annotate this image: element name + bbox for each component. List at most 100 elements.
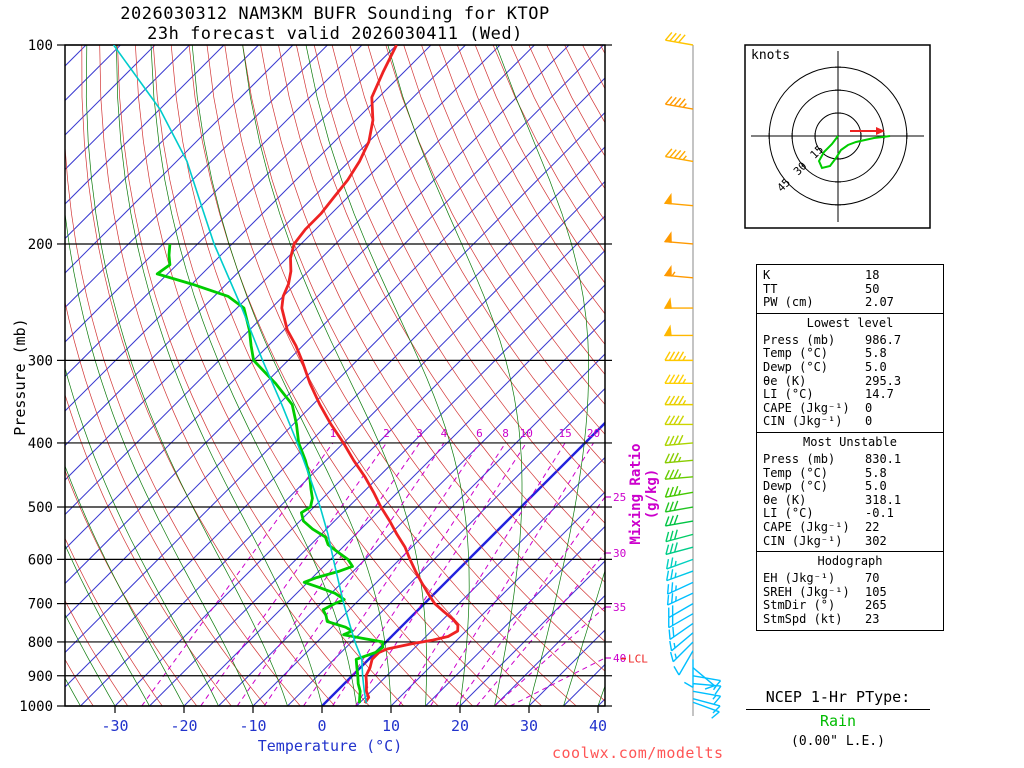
mixing-ratio-label: 1 — [330, 427, 337, 440]
mixing-ratio-axis-label: Mixing Ratio (g/kg) — [628, 443, 660, 545]
table-row: θe (K) 295.3 — [763, 373, 902, 388]
wind-barb — [668, 613, 694, 629]
table-row: EH (Jkg⁻¹) 70 — [763, 571, 880, 586]
ptype-liquid-equivalent: (0.00" L.E.) — [791, 734, 885, 749]
mixing-ratio-label: 4 — [441, 427, 448, 440]
table-row: CAPE (Jkg⁻¹) 0 — [763, 400, 873, 415]
ptype-heading: NCEP 1-Hr PType: — [746, 688, 930, 710]
wind-barb — [664, 96, 694, 110]
wind-barb — [665, 557, 694, 570]
dry-adiabats-group — [65, 45, 605, 706]
mixing-ratio-label: 2 — [383, 427, 390, 440]
hodograph-units-label: knots — [751, 48, 791, 63]
table-row: Dewp (°C) 5.0 — [763, 479, 887, 494]
moist-adiabats-group — [65, 45, 605, 706]
wind-barb — [664, 452, 694, 464]
wind-barb — [664, 351, 693, 362]
pressure-tick-label: 500 — [28, 500, 53, 516]
wind-barb — [664, 434, 694, 447]
wind-barb — [692, 698, 721, 714]
wind-barb — [664, 148, 694, 163]
wind-barb — [663, 192, 694, 207]
wind-barb — [668, 603, 694, 619]
wind-barb — [663, 265, 694, 279]
mixing-ratio-label: 6 — [476, 427, 483, 440]
wind-barb — [692, 667, 715, 690]
temperature-tick-label: 0 — [317, 717, 326, 735]
wind-barb — [663, 231, 694, 245]
table-row: K 18 — [763, 268, 880, 282]
hodograph-trace — [817, 135, 891, 170]
indices-table: K 18 TT 50 PW (cm) 2.07 Lowest level Press (mb)… — [756, 264, 944, 632]
table-row: Temp (°C) 5.8 — [763, 346, 887, 361]
table-row: Press (mb) 830.1 — [763, 451, 902, 466]
table-row: Dewp (°C) 5.0 — [763, 359, 887, 374]
mixing-ratio-labels-group: 1 2 3 4 6 8 10 15 20 25 30 35 40 — [330, 427, 627, 665]
table-row: CAPE (Jkg⁻¹) 22 — [763, 519, 880, 534]
wind-barb — [664, 415, 693, 426]
table-section-header: Hodograph — [757, 551, 943, 569]
plot-border — [64, 44, 606, 707]
table-row: StmDir (°) 265 — [763, 598, 887, 613]
pressure-axis-label: Pressure (mb) — [11, 318, 29, 436]
pressure-tick-label: 100 — [28, 38, 53, 54]
table-row: CIN (Jkg⁻¹) 0 — [763, 414, 873, 429]
pressure-tick-label: 300 — [28, 353, 53, 369]
table-row: SREH (Jkg⁻¹) 105 — [763, 584, 887, 599]
mixing-ratio-label: 3 — [416, 427, 423, 440]
wind-barb — [665, 542, 694, 556]
table-row: Press (mb) 986.7 — [763, 332, 902, 347]
wetbulb-curve — [112, 45, 368, 704]
table-section-header: Lowest level — [757, 312, 943, 331]
wind-barb — [663, 324, 693, 337]
table-row: θe (K) 318.1 — [763, 492, 902, 507]
pressure-tick-label: 1000 — [19, 699, 53, 715]
pressure-tick-label: 800 — [28, 635, 53, 651]
pressure-tick-label: 600 — [28, 552, 53, 568]
wind-barb — [669, 632, 694, 652]
temperature-axis-label: Temperature (°C) — [257, 737, 403, 755]
wind-barb — [673, 650, 694, 676]
wind-barb — [664, 485, 694, 498]
mixing-ratio-label: 15 — [558, 427, 571, 440]
wind-barb — [665, 529, 694, 543]
table-row: LI (°C) -0.1 — [763, 506, 894, 521]
mixing-ratio-label: 30 — [613, 547, 626, 560]
wind-barb — [665, 569, 694, 582]
watermark: coolwx.com/modelts — [552, 744, 724, 762]
chart-title-line1: 2026030312 NAM3KM BUFR Sounding for KTOP — [120, 4, 550, 24]
table-row: LI (°C) 14.7 — [763, 387, 894, 402]
wind-barb — [669, 641, 694, 663]
wind-barb — [692, 675, 722, 689]
wind-barb — [664, 469, 694, 480]
temperature-curve — [280, 45, 460, 704]
wind-barb — [668, 622, 694, 641]
lcl-label: LCL — [628, 653, 648, 666]
mixing-ratio-label: 25 — [613, 491, 626, 504]
mixing-ratio-lines-group — [141, 442, 605, 706]
mixing-ratio-label: 40 — [613, 652, 626, 665]
mixing-ratio-label: 35 — [613, 601, 626, 614]
table-row: StmSpd (kt) 23 — [763, 611, 880, 626]
chart-title-line2: 23h forecast valid 2026030411 (Wed) — [147, 24, 523, 44]
pressure-tick-label: 400 — [28, 436, 53, 452]
wind-barb — [664, 500, 694, 513]
pressure-tick-label: 200 — [28, 237, 53, 253]
wind-barb — [683, 659, 694, 688]
temperature-tick-label: 40 — [589, 717, 607, 735]
mixing-ratio-label: 10 — [520, 427, 533, 440]
wind-barb — [664, 395, 693, 406]
mixing-ratio-label: 20 — [587, 427, 600, 440]
dewpoint-curve — [155, 243, 385, 704]
temperature-tick-label: -30 — [101, 717, 128, 735]
wind-barb — [666, 581, 694, 595]
wind-barb — [664, 514, 694, 527]
wind-barb — [692, 690, 722, 705]
wind-barb — [664, 374, 693, 385]
mixing-ratio-label: 8 — [502, 427, 509, 440]
temperature-tick-label: 20 — [451, 717, 469, 735]
